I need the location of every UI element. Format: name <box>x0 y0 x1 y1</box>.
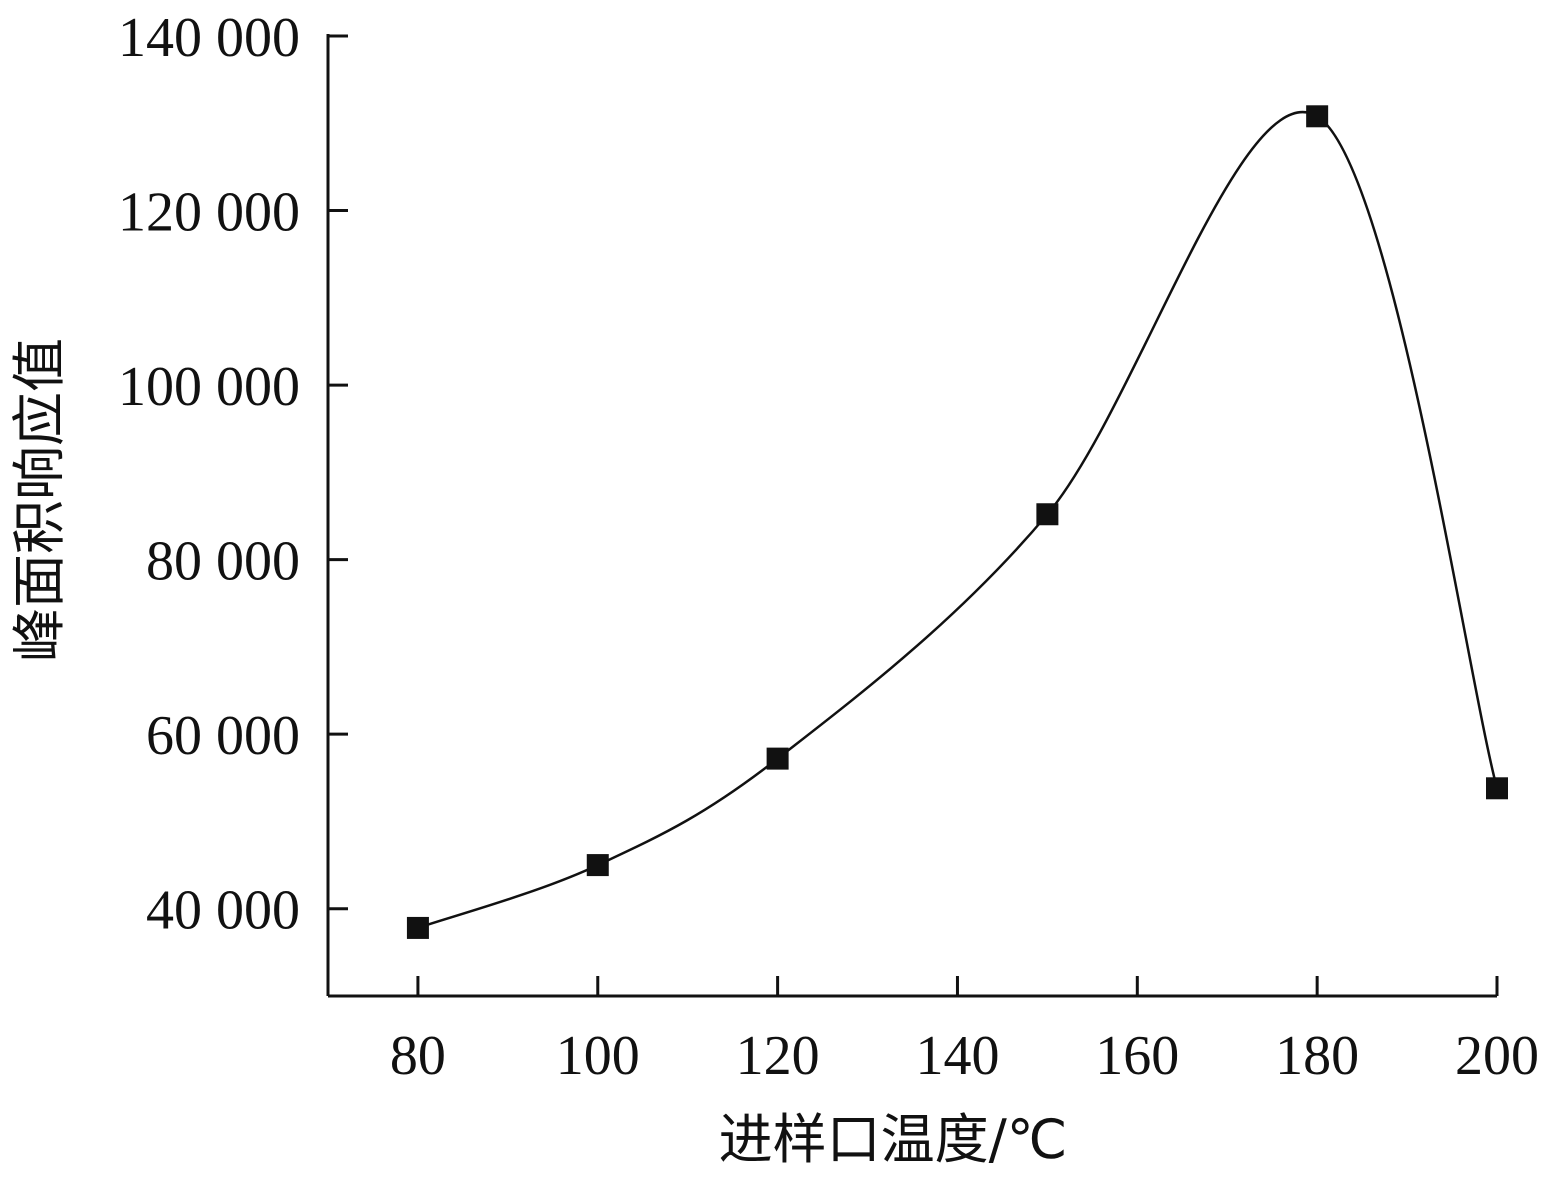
y-tick-label: 80 000 <box>146 531 300 593</box>
data-point-marker <box>1036 503 1059 526</box>
data-point-marker <box>586 854 609 877</box>
data-point-marker <box>766 747 789 770</box>
x-tick-label: 140 <box>915 1025 999 1087</box>
y-axis-title: 峰面积响应值 <box>8 338 71 662</box>
x-tick-label: 160 <box>1095 1025 1179 1087</box>
y-axis-ticks: 40 000 60 000 80 000 100 000 120 000 140 000 <box>118 7 348 942</box>
data-point-marker <box>1306 105 1329 128</box>
y-tick-label: 120 000 <box>118 182 300 244</box>
data-point-marker <box>406 916 429 939</box>
y-tick-label: 60 000 <box>146 705 300 767</box>
y-tick-label: 140 000 <box>118 7 300 69</box>
y-tick-label: 40 000 <box>146 880 300 942</box>
x-tick-label: 200 <box>1455 1025 1539 1087</box>
y-tick-label: 100 000 <box>118 356 300 418</box>
x-axis-ticks: 80 100 120 140 160 180 200 <box>390 976 1539 1087</box>
data-markers <box>406 105 1508 939</box>
x-tick-label: 80 <box>390 1025 446 1087</box>
x-tick-label: 180 <box>1275 1025 1359 1087</box>
series-line <box>417 111 1499 930</box>
x-tick-label: 100 <box>556 1025 640 1087</box>
x-axis-title: 进样口温度/℃ <box>719 1108 1068 1171</box>
x-tick-label: 120 <box>736 1025 820 1087</box>
data-point-marker <box>1486 777 1508 800</box>
